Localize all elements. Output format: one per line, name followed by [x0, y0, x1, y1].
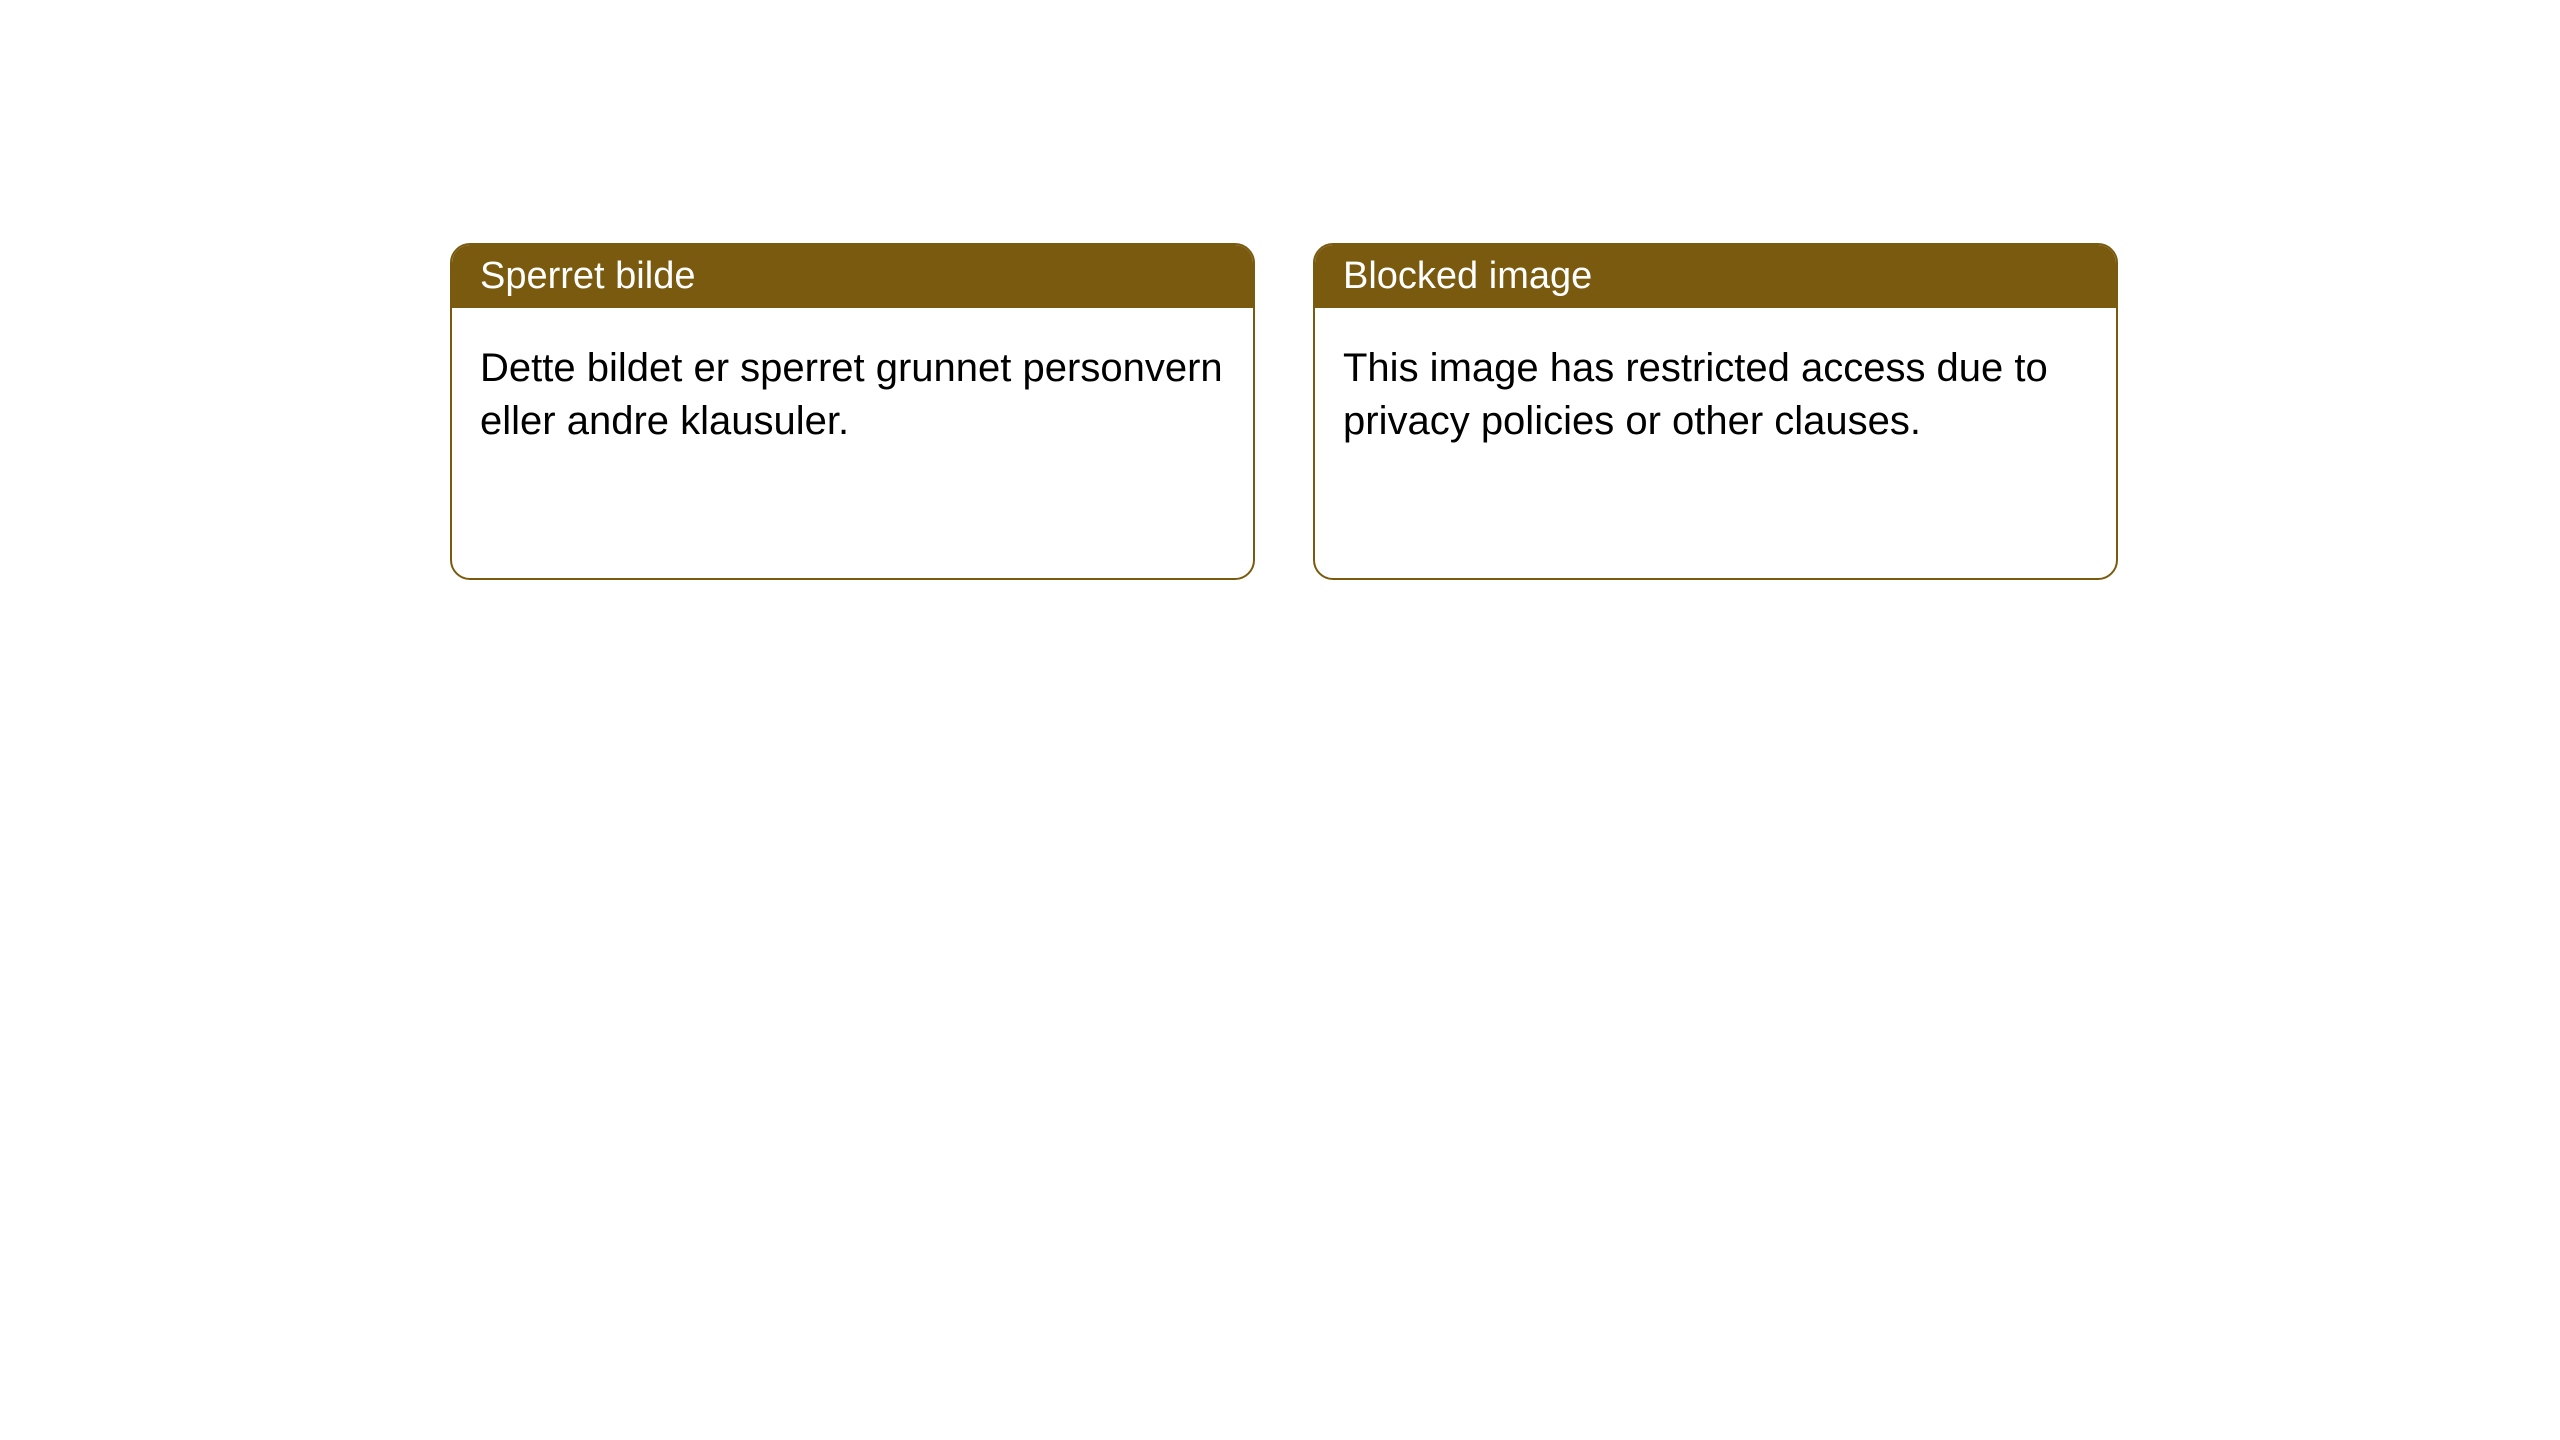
notice-card-norwegian: Sperret bilde Dette bildet er sperret gr…: [450, 243, 1255, 580]
notice-cards-container: Sperret bilde Dette bildet er sperret gr…: [450, 243, 2118, 580]
card-body-english: This image has restricted access due to …: [1315, 308, 2116, 482]
notice-card-english: Blocked image This image has restricted …: [1313, 243, 2118, 580]
card-header-norwegian: Sperret bilde: [452, 245, 1253, 308]
card-body-norwegian: Dette bildet er sperret grunnet personve…: [452, 308, 1253, 482]
card-header-english: Blocked image: [1315, 245, 2116, 308]
